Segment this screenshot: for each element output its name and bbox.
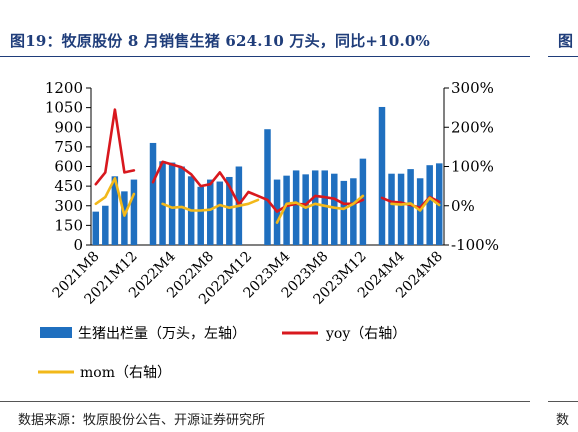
series-line-yoy <box>94 108 136 186</box>
bar <box>149 142 157 245</box>
bar <box>321 170 328 245</box>
bar <box>331 173 338 245</box>
next-source-rule <box>548 401 578 402</box>
bar <box>226 176 233 245</box>
left-axis-tick-label: 150 <box>54 216 83 234</box>
series-line-mom <box>94 177 136 217</box>
bar <box>216 181 224 245</box>
bar <box>397 173 405 245</box>
left-axis-tick-label: 1200 <box>45 79 83 97</box>
bar <box>350 178 357 245</box>
bar <box>311 170 319 245</box>
bar <box>359 158 367 245</box>
bar <box>130 179 138 245</box>
bar <box>264 129 271 245</box>
bar <box>407 169 414 245</box>
left-axis-tick-label: 1050 <box>45 99 83 117</box>
right-axis-tick-label: -100% <box>451 236 499 254</box>
next-figure-title: 图 <box>558 32 574 50</box>
title-rule <box>0 56 530 57</box>
legend-bar-swatch <box>40 327 72 338</box>
bar <box>168 162 176 245</box>
chart-title: 图19：牧原股份 8 月销售生猪 624.10 万头，同比+10.0% <box>10 32 430 50</box>
series-line-mom <box>275 194 365 224</box>
bar <box>388 173 395 245</box>
bar <box>340 180 348 245</box>
source-note: 数据来源：牧原股份公告、开源证券研究所 <box>18 413 266 428</box>
bar <box>292 170 300 245</box>
right-axis-tick-label: 300% <box>451 79 494 97</box>
series-line-mom <box>161 198 260 212</box>
left-axis-tick-label: 300 <box>54 197 83 215</box>
bar <box>197 186 204 245</box>
bar <box>92 211 100 245</box>
bar <box>207 179 214 245</box>
bar <box>111 176 119 245</box>
left-axis-tick-label: 750 <box>54 138 83 156</box>
bar <box>121 191 128 245</box>
bar <box>302 174 309 245</box>
series-line-mom <box>390 196 441 212</box>
series-line-yoy <box>151 160 365 213</box>
right-axis-tick-label: 0% <box>451 197 475 215</box>
source-rule <box>0 401 530 402</box>
bar <box>426 165 433 245</box>
left-axis-tick-label: 600 <box>54 158 83 176</box>
legend-yoy-label: yoy（右轴） <box>325 326 406 342</box>
bar <box>102 205 109 245</box>
right-axis-tick-label: 100% <box>451 158 494 176</box>
right-axis-tick-label: 200% <box>451 118 494 136</box>
bar <box>283 175 290 245</box>
next-source-note: 数 <box>556 413 570 428</box>
legend-mom-label: mom（右轴） <box>80 365 171 381</box>
left-axis-tick-label: 900 <box>54 118 83 136</box>
left-axis-tick-label: 0 <box>73 236 83 254</box>
left-axis-tick-label: 450 <box>54 177 83 195</box>
bar <box>378 106 386 246</box>
next-title-rule <box>548 56 578 57</box>
legend-bar-label: 生猪出栏量（万头，左轴） <box>78 326 246 342</box>
